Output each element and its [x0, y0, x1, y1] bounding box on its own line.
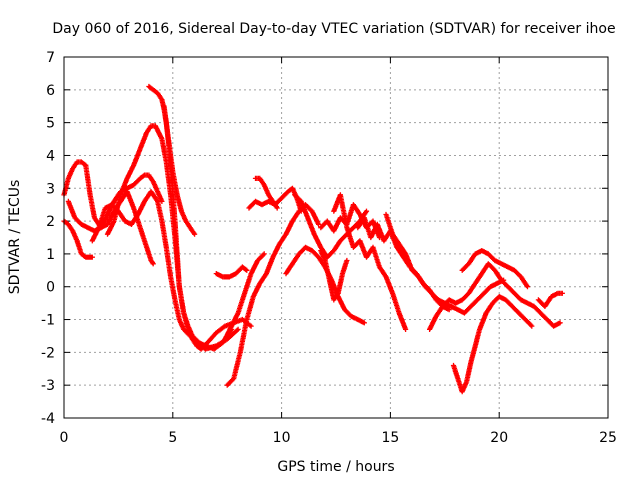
series-arc-11 — [246, 185, 304, 214]
data-marker-run — [383, 211, 507, 316]
y-tick-labels: -4 -3 -2 -1 0 1 2 3 4 5 6 7 — [41, 50, 55, 427]
plot-frame — [63, 56, 609, 419]
y-axis-label: SDTVAR / TECUs — [7, 180, 23, 295]
series-arc-19 — [383, 211, 507, 316]
x-tick-label: 25 — [599, 430, 617, 446]
y-tick-label: 7 — [46, 50, 55, 66]
x-tick-label: 0 — [60, 430, 69, 446]
y-tick-label: 4 — [46, 148, 55, 164]
series-arc-17 — [331, 192, 409, 332]
series-arc-21 — [450, 294, 535, 395]
data-marker-run — [213, 264, 250, 280]
data-marker-run — [450, 294, 535, 395]
data-marker-run — [318, 248, 350, 303]
y-tick-label: -2 — [41, 345, 55, 361]
x-tick-labels: 0 5 10 15 20 25 — [60, 430, 617, 446]
data-marker-run — [222, 251, 267, 342]
series-arc-15 — [318, 248, 350, 303]
data-marker-run — [252, 175, 280, 211]
data-marker-run — [427, 261, 563, 332]
x-axis-label: GPS time / hours — [277, 459, 394, 475]
y-tick-label: 2 — [46, 214, 55, 230]
y-tick-label: -3 — [41, 378, 55, 394]
x-tick-label: 10 — [273, 430, 291, 446]
series-arc-10 — [222, 251, 267, 342]
x-tick-label: 20 — [490, 430, 508, 446]
series-arc-3 — [65, 172, 165, 234]
series-arc-22 — [459, 248, 531, 290]
series-arc-8 — [213, 264, 250, 280]
y-tick-label: 3 — [46, 181, 55, 197]
data-marker-run — [224, 202, 322, 388]
series-arc-9 — [224, 202, 322, 388]
y-tick-label: 6 — [46, 83, 55, 99]
series-arc-20 — [427, 261, 563, 332]
data-marker-run — [535, 290, 565, 309]
data-marker-run — [161, 103, 198, 237]
series-arc-23 — [535, 290, 565, 309]
x-tick-label: 5 — [168, 430, 177, 446]
series-arc-7 — [161, 103, 198, 237]
y-tick-label: -1 — [41, 313, 55, 329]
y-tick-label: 1 — [46, 247, 55, 263]
data-marker-run — [246, 185, 304, 214]
data-marker-run — [459, 248, 531, 290]
data-marker-run — [65, 172, 165, 234]
x-tick-label: 15 — [381, 430, 399, 446]
y-tick-label: -4 — [41, 411, 55, 427]
data-marker-run — [331, 192, 409, 332]
y-tick-label: 0 — [46, 280, 55, 296]
series-arc-12 — [252, 175, 280, 211]
y-tick-label: 5 — [46, 116, 55, 132]
data-points — [61, 83, 565, 395]
chart-title: Day 060 of 2016, Sidereal Day-to-day VTE… — [52, 21, 615, 37]
